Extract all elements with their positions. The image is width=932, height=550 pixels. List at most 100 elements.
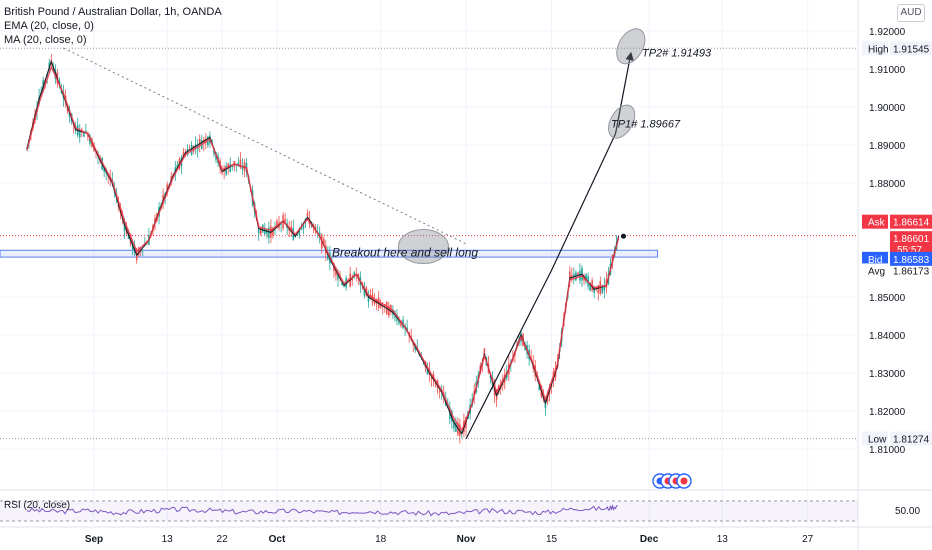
candle-body: [414, 345, 417, 351]
candle-body: [322, 238, 325, 246]
currency-unit-button[interactable]: AUD: [897, 4, 925, 22]
candle-body: [571, 275, 573, 279]
candle-body: [611, 254, 614, 262]
y-tick-label: 1.89000: [869, 141, 906, 152]
candle-body: [154, 217, 156, 223]
rsi-label: RSI (20, close): [4, 500, 70, 511]
candle-body: [351, 279, 354, 281]
price-tag-label: Low: [868, 435, 887, 446]
candle-body: [170, 176, 173, 182]
price-tag-label: Bid: [868, 255, 882, 266]
projection-arrow: [465, 51, 634, 440]
x-tick-label: 18: [375, 534, 387, 545]
candle-body: [426, 368, 429, 375]
candle-body: [284, 219, 286, 223]
candle-body: [225, 165, 227, 175]
candle-body: [52, 66, 55, 72]
candle-body: [103, 166, 105, 172]
y-tick-label: 1.91000: [869, 65, 906, 76]
candle-body: [221, 172, 223, 174]
price-tag-box: [862, 263, 888, 278]
candle-body: [296, 233, 299, 235]
candle-body: [579, 270, 581, 281]
ema-indicator-label[interactable]: EMA (20, close, 0): [4, 20, 94, 32]
price-tag-box: [862, 214, 888, 229]
x-tick-label: 22: [217, 534, 229, 545]
candle-body: [367, 295, 370, 302]
tp2-ellipse: [616, 28, 646, 65]
y-tick-label: 1.82000: [869, 407, 906, 418]
candle-body: [241, 165, 244, 170]
price-value-label: 1.81274: [893, 435, 930, 446]
tp1-ellipse: [608, 104, 636, 139]
x-tick-label: Oct: [269, 534, 286, 545]
y-tick-label: 1.85000: [869, 293, 906, 304]
candle-body: [400, 320, 402, 327]
ema-line: [26, 66, 620, 431]
candle-body: [569, 271, 571, 281]
price-value-label: 1.86583: [893, 255, 930, 266]
candle-body: [302, 222, 305, 230]
candle-body: [123, 222, 126, 231]
candle-body: [229, 163, 232, 172]
price-tag-label: Ask: [868, 218, 886, 229]
price-value-box: [890, 431, 932, 446]
price-tag-box: [862, 41, 888, 56]
candle-body: [337, 272, 339, 280]
chart-legend: British Pound / Australian Dollar, 1h, O…: [4, 5, 222, 47]
candle-body: [455, 422, 457, 432]
price-tag-box: [862, 251, 888, 266]
price-value-box: [890, 231, 932, 256]
candle-body: [343, 286, 345, 288]
price-value-label: 1.86601: [893, 234, 930, 245]
candle-body: [85, 130, 87, 133]
price-value-box: [890, 214, 932, 229]
candle-body: [430, 377, 433, 379]
x-tick-label: Sep: [85, 534, 103, 545]
candle-body: [272, 227, 274, 236]
price-value-label: 1.86173: [893, 266, 930, 277]
candle-body: [593, 287, 595, 293]
candle-body: [573, 273, 575, 277]
countdown-label: 55:57: [897, 245, 922, 256]
candle-body: [146, 243, 148, 245]
price-tag-label: High: [868, 44, 889, 55]
candle-body: [231, 166, 234, 167]
x-tick-label: Nov: [457, 534, 476, 545]
rsi-level-label: 50.00: [895, 506, 920, 517]
candle-body: [394, 316, 396, 318]
candle-body: [483, 348, 486, 355]
ma-indicator-label[interactable]: MA (20, close, 0): [4, 34, 87, 46]
symbol-title: British Pound / Australian Dollar, 1h, O…: [4, 6, 222, 18]
candle-body: [544, 402, 547, 409]
candle-body: [268, 227, 270, 239]
y-tick-label: 1.88000: [869, 179, 906, 190]
y-tick-label: 1.81000: [869, 445, 906, 456]
candle-body: [589, 282, 591, 291]
candle-body: [87, 133, 89, 137]
price-tag-box: [862, 431, 888, 446]
last-price-dot: [620, 233, 626, 239]
tp1-annotation: TP1# 1.89667: [611, 119, 681, 131]
price-value-label: 1.86614: [893, 218, 930, 229]
x-tick-label: Dec: [640, 534, 659, 545]
candle-body: [294, 236, 297, 238]
candle-body: [406, 327, 408, 332]
candle-body: [314, 227, 317, 229]
candle-body: [239, 159, 242, 168]
price-value-box: [890, 41, 932, 56]
y-tick-label: 1.84000: [869, 331, 906, 342]
y-tick-label: 1.92000: [869, 27, 906, 38]
candle-body: [438, 390, 441, 392]
breakout-ellipse: [397, 229, 449, 265]
candle-body: [142, 249, 144, 251]
candle-body: [388, 305, 390, 316]
candle-body: [81, 129, 83, 131]
rsi-line: [26, 503, 618, 517]
candle-body: [266, 229, 268, 235]
x-tick-label: 13: [162, 534, 174, 545]
y-tick-label: 1.83000: [869, 369, 906, 380]
candle-body: [78, 129, 81, 138]
event-flag-icon: [680, 477, 688, 485]
